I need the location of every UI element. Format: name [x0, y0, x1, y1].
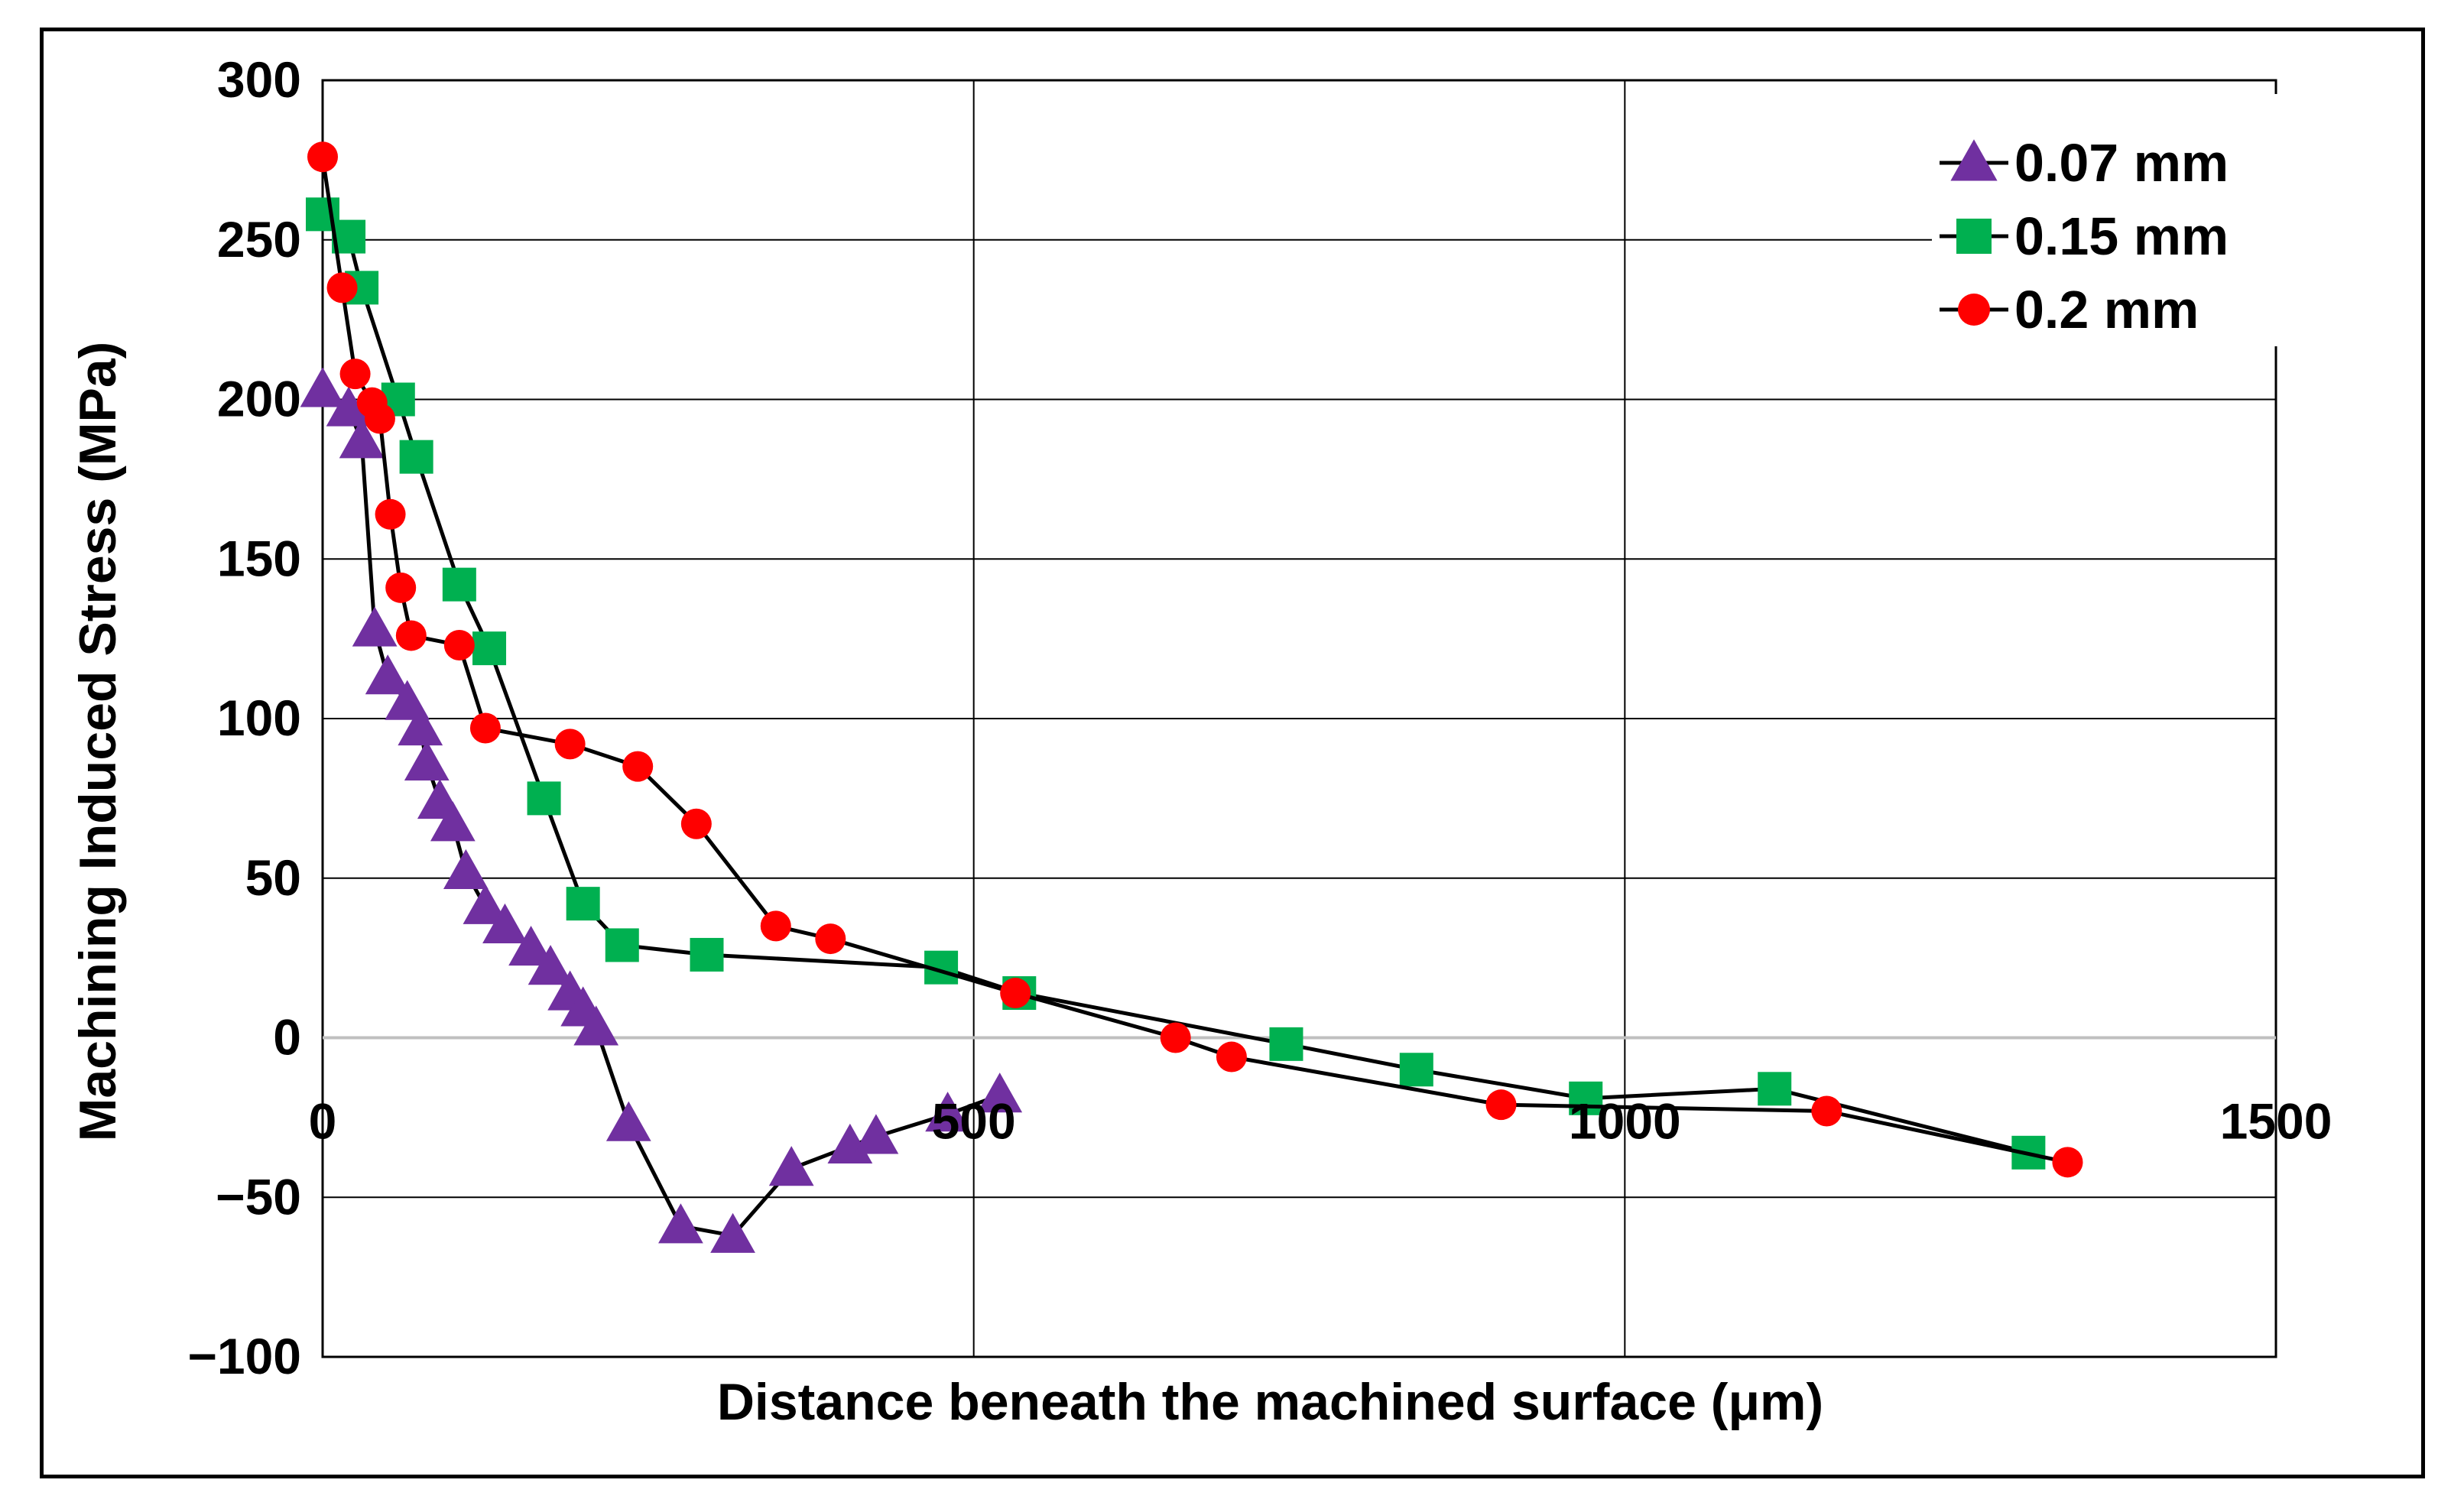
legend-box — [1932, 94, 2421, 346]
data-point-circle — [1811, 1095, 1842, 1127]
y-tick-label: 100 — [217, 690, 301, 746]
data-point-circle — [364, 403, 395, 434]
legend-label: 0.15 mm — [2014, 206, 2229, 266]
y-tick-label: 0 — [273, 1009, 301, 1066]
data-point-circle — [385, 572, 417, 603]
data-point-square — [399, 440, 433, 474]
data-point-triangle — [508, 926, 554, 966]
data-point-triangle — [853, 1114, 899, 1154]
data-point-triangle — [925, 1092, 970, 1132]
legend: 0.07 mm 0.15 mm 0.2 mm — [1932, 94, 2421, 346]
data-point-circle — [680, 808, 712, 839]
legend-marker-square — [1956, 219, 1992, 254]
data-point-circle — [1000, 978, 1031, 1009]
x-tick-label: 1000 — [1569, 1093, 1681, 1150]
data-point-triangle — [528, 945, 573, 985]
y-tick-label: 300 — [217, 51, 301, 108]
data-point-circle — [339, 359, 371, 390]
data-point-square — [566, 887, 600, 921]
data-point-triangle — [605, 1101, 651, 1141]
data-point-triangle — [365, 654, 411, 695]
y-tick-label: −50 — [216, 1168, 301, 1225]
y-tick-label: 250 — [217, 211, 301, 268]
data-point-square — [1269, 1027, 1303, 1061]
data-point-circle — [554, 729, 586, 760]
data-point-square — [1569, 1081, 1603, 1115]
data-point-square — [605, 928, 639, 962]
legend-marker-circle — [1958, 294, 1990, 326]
series-0 — [300, 367, 1023, 1253]
data-point-square — [690, 937, 724, 972]
data-point-triangle — [300, 367, 346, 407]
data-point-triangle — [482, 903, 528, 943]
data-point-circle — [815, 923, 846, 955]
legend-marker-triangle — [1950, 139, 1998, 181]
data-point-circle — [622, 751, 654, 782]
legend-label: 0.2 mm — [2014, 280, 2199, 339]
x-tick-label: 500 — [932, 1093, 1016, 1150]
data-point-square — [527, 781, 561, 816]
data-point-circle — [469, 712, 501, 744]
y-axis-title: Machining Induced Stress (MPa) — [69, 342, 127, 1142]
data-point-triangle — [443, 849, 489, 889]
data-point-circle — [326, 272, 358, 303]
x-tick-label: 0 — [309, 1093, 337, 1150]
data-point-triangle — [404, 740, 450, 781]
data-point-circle — [1485, 1089, 1517, 1121]
data-point-square — [1758, 1072, 1792, 1106]
legend-label: 0.07 mm — [2014, 133, 2229, 193]
data-point-triangle — [710, 1212, 755, 1253]
y-tick-label: 200 — [217, 371, 301, 427]
data-point-triangle — [463, 884, 508, 924]
data-point-circle — [1216, 1041, 1247, 1073]
data-point-triangle — [977, 1073, 1023, 1113]
chart-frame: −100 −50 0 50 100 150 200 250 300 0 500 1000 1500 Di… — [40, 28, 2425, 1478]
data-point-circle — [443, 629, 475, 660]
data-point-triangle — [658, 1203, 703, 1244]
data-series — [300, 141, 2083, 1253]
data-point-triangle — [398, 705, 443, 746]
data-point-triangle — [768, 1146, 814, 1186]
series-line — [321, 213, 2029, 1155]
data-point-circle — [760, 910, 791, 942]
data-point-square — [1399, 1053, 1433, 1087]
data-point-circle — [1160, 1022, 1191, 1053]
axis-titles: Distance beneath the machined surface (μ… — [69, 342, 1823, 1431]
data-point-square — [472, 631, 507, 666]
y-tick-label: −100 — [187, 1328, 301, 1384]
x-tick-label: 1500 — [2220, 1093, 2333, 1150]
data-point-triangle — [352, 606, 398, 647]
data-point-circle — [2052, 1147, 2083, 1178]
data-point-square — [442, 567, 476, 602]
series-2 — [307, 141, 2083, 1178]
x-axis-title: Distance beneath the machined surface (μ… — [717, 1373, 1823, 1431]
plot-area-border — [321, 79, 2277, 1358]
data-point-circle — [395, 620, 427, 651]
y-tick-label: 150 — [217, 530, 301, 586]
y-tick-label: 50 — [245, 849, 301, 906]
data-point-circle — [375, 498, 406, 530]
data-point-triangle — [430, 801, 476, 842]
data-point-circle — [307, 141, 338, 173]
data-point-triangle — [339, 418, 385, 459]
data-point-triangle — [573, 1005, 619, 1046]
